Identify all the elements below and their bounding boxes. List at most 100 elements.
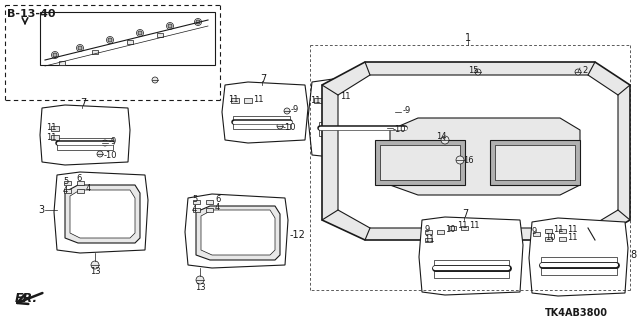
Text: 11: 11	[228, 94, 239, 103]
Circle shape	[441, 136, 449, 144]
Text: FR.: FR.	[15, 292, 38, 305]
Circle shape	[51, 52, 58, 59]
Bar	[541, 257, 617, 275]
Text: 9: 9	[424, 226, 429, 235]
Text: 11: 11	[553, 225, 563, 234]
Text: 3: 3	[38, 205, 44, 215]
Polygon shape	[338, 75, 618, 228]
Text: 11: 11	[340, 92, 351, 100]
Bar	[559, 237, 566, 241]
Text: 11: 11	[567, 234, 577, 243]
Polygon shape	[196, 206, 280, 260]
Polygon shape	[529, 218, 628, 296]
Circle shape	[77, 44, 83, 52]
Bar	[231, 98, 239, 102]
Text: -10: -10	[104, 150, 118, 159]
Bar	[63, 189, 70, 193]
Circle shape	[284, 108, 290, 114]
Circle shape	[395, 109, 401, 115]
Bar	[51, 125, 59, 131]
Text: 7: 7	[260, 74, 266, 84]
Text: 11: 11	[469, 221, 479, 230]
Text: 5: 5	[192, 196, 197, 204]
Text: 13: 13	[195, 283, 205, 292]
Text: B-13-40: B-13-40	[7, 9, 56, 19]
Circle shape	[168, 24, 172, 28]
Bar	[436, 230, 444, 234]
Bar	[449, 226, 456, 230]
Bar	[63, 181, 70, 185]
Polygon shape	[54, 172, 148, 253]
Polygon shape	[201, 210, 275, 255]
Bar	[545, 229, 552, 233]
Text: TK4AB3800: TK4AB3800	[545, 308, 608, 318]
Circle shape	[195, 19, 202, 26]
Circle shape	[138, 31, 142, 35]
Circle shape	[196, 276, 204, 284]
Text: 11: 11	[46, 123, 56, 132]
Bar	[314, 98, 322, 102]
Text: 6: 6	[76, 173, 81, 182]
Text: 11: 11	[46, 132, 56, 141]
Circle shape	[108, 38, 112, 42]
Text: 14: 14	[436, 132, 447, 140]
Text: 5: 5	[63, 177, 68, 186]
Polygon shape	[308, 78, 418, 158]
Bar	[424, 238, 431, 242]
Bar	[424, 230, 431, 234]
Text: 4: 4	[63, 186, 68, 195]
Circle shape	[97, 151, 103, 157]
Text: 4: 4	[192, 204, 197, 213]
Text: 11: 11	[310, 95, 321, 105]
Circle shape	[91, 261, 99, 269]
Bar	[559, 229, 566, 233]
Text: 7: 7	[462, 209, 468, 219]
Circle shape	[152, 77, 158, 83]
Text: 6: 6	[215, 195, 220, 204]
Polygon shape	[419, 217, 523, 295]
Bar	[51, 134, 59, 140]
Circle shape	[136, 29, 143, 36]
Text: -9: -9	[109, 137, 117, 146]
Bar	[59, 61, 65, 65]
Text: 7: 7	[80, 98, 86, 108]
Circle shape	[106, 36, 113, 44]
Polygon shape	[185, 194, 288, 268]
Circle shape	[475, 69, 481, 75]
Text: 4: 4	[215, 204, 220, 212]
Text: 8: 8	[630, 250, 636, 260]
Bar	[157, 33, 163, 37]
Text: 11: 11	[253, 94, 264, 103]
Bar	[193, 200, 200, 204]
Text: 9: 9	[532, 228, 537, 236]
Bar	[331, 94, 339, 100]
Polygon shape	[390, 118, 580, 195]
Text: 15: 15	[468, 66, 479, 75]
Bar	[461, 226, 467, 230]
Text: -9: -9	[291, 105, 300, 114]
Bar	[193, 208, 200, 212]
Text: 13: 13	[90, 268, 100, 276]
Polygon shape	[40, 105, 130, 165]
Text: 10: 10	[445, 226, 456, 235]
Bar	[205, 200, 212, 204]
Bar	[57, 138, 113, 150]
Text: -12: -12	[290, 230, 306, 240]
Bar	[532, 232, 540, 236]
Polygon shape	[70, 190, 135, 238]
Circle shape	[78, 46, 82, 50]
Bar	[319, 122, 406, 136]
Text: 1: 1	[465, 33, 471, 43]
Bar	[490, 140, 580, 185]
Polygon shape	[65, 185, 140, 243]
Bar	[495, 145, 575, 180]
Text: -9: -9	[403, 106, 412, 115]
Bar	[92, 50, 98, 54]
Bar	[127, 40, 133, 44]
Text: 4: 4	[86, 183, 92, 193]
Text: 10: 10	[545, 233, 556, 242]
Text: 2: 2	[582, 66, 588, 75]
Bar	[77, 189, 83, 193]
Bar	[205, 208, 212, 212]
Text: 16: 16	[463, 156, 474, 164]
